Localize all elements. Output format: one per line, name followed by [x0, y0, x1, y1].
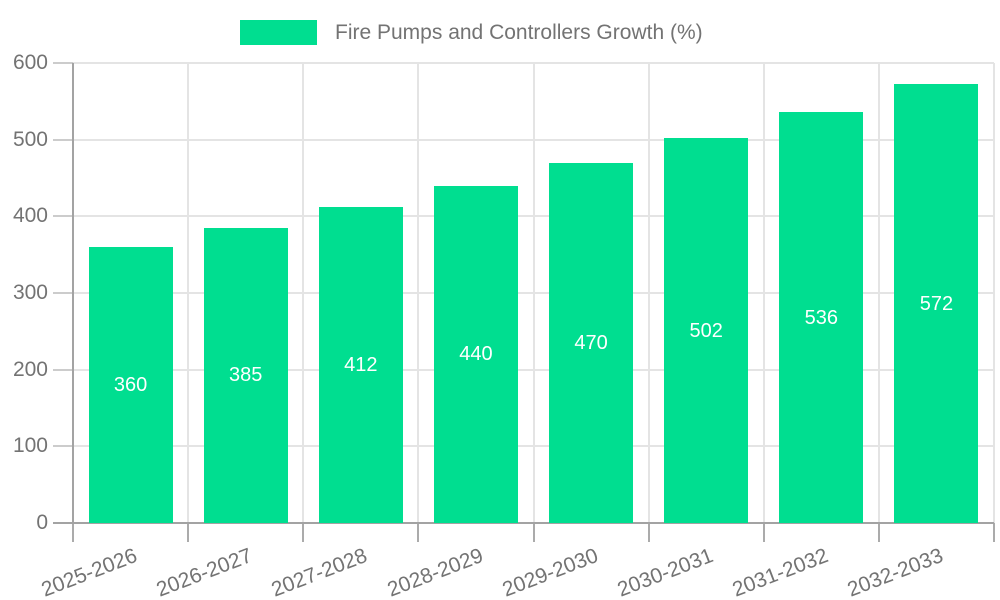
x-gridline — [762, 63, 765, 523]
y-axis-tick — [53, 292, 73, 294]
bar-value-label: 572 — [919, 292, 954, 315]
x-gridline — [532, 63, 535, 523]
x-axis-tick — [993, 523, 995, 542]
bar[interactable] — [549, 162, 634, 523]
x-axis-label: 2031-2032 — [729, 544, 832, 600]
x-axis-tick — [647, 523, 650, 542]
y-axis-label: 500 — [12, 127, 48, 151]
bar[interactable] — [88, 247, 173, 523]
bar[interactable] — [433, 185, 518, 523]
x-axis-label: 2027-2028 — [268, 544, 371, 600]
x-gridline — [302, 63, 305, 523]
y-axis-tick — [53, 138, 73, 141]
legend-label[interactable]: Fire Pumps and Controllers Growth (%) — [335, 21, 703, 44]
y-axis-label: 0 — [36, 511, 48, 534]
x-gridline — [187, 63, 190, 523]
x-axis-tick — [532, 523, 535, 542]
x-gridline — [877, 63, 880, 523]
x-axis-label: 2025-2026 — [38, 544, 141, 600]
x-axis-label: 2032-2033 — [844, 544, 947, 600]
bar-value-label: 360 — [113, 374, 148, 396]
x-axis-label: 2028-2029 — [383, 544, 486, 600]
x-axis-label: 2030-2031 — [614, 544, 717, 600]
bar[interactable] — [779, 112, 864, 523]
x-axis-tick — [417, 523, 420, 542]
bar[interactable] — [664, 138, 749, 523]
y-axis-label: 400 — [12, 204, 48, 228]
x-axis-label: 2029-2030 — [498, 544, 601, 600]
x-gridline — [647, 63, 650, 523]
y-axis-tick — [53, 368, 73, 371]
bar-value-label: 470 — [574, 331, 608, 354]
bar-value-label: 502 — [689, 319, 723, 342]
y-axis-line — [72, 63, 74, 523]
x-axis-line — [53, 522, 994, 524]
bar-value-label: 385 — [229, 364, 263, 387]
bar-value-label: 440 — [459, 343, 493, 366]
x-axis-tick — [302, 523, 305, 542]
bar[interactable] — [203, 227, 288, 523]
y-axis-label: 600 — [12, 51, 48, 74]
y-axis-tick — [53, 62, 73, 64]
y-axis-label: 300 — [12, 281, 48, 304]
y-axis-tick — [53, 445, 73, 448]
x-axis-tick — [762, 523, 765, 542]
chart-legend[interactable]: Fire Pumps and Controllers Growth (%) — [240, 20, 703, 45]
x-gridline — [417, 63, 420, 523]
bar-value-label: 536 — [804, 306, 838, 329]
x-axis-tick — [72, 523, 74, 542]
y-axis-tick — [53, 215, 73, 218]
x-axis-tick — [877, 523, 880, 542]
bar[interactable] — [894, 84, 979, 523]
x-axis-label: 2026-2027 — [153, 544, 256, 600]
legend-swatch[interactable] — [240, 20, 317, 45]
y-axis-label: 100 — [12, 434, 48, 458]
bar-value-label: 412 — [344, 354, 378, 377]
x-gridline — [993, 63, 995, 523]
x-axis-tick — [187, 523, 190, 542]
bar[interactable] — [318, 207, 403, 523]
y-axis-label: 200 — [12, 357, 48, 381]
